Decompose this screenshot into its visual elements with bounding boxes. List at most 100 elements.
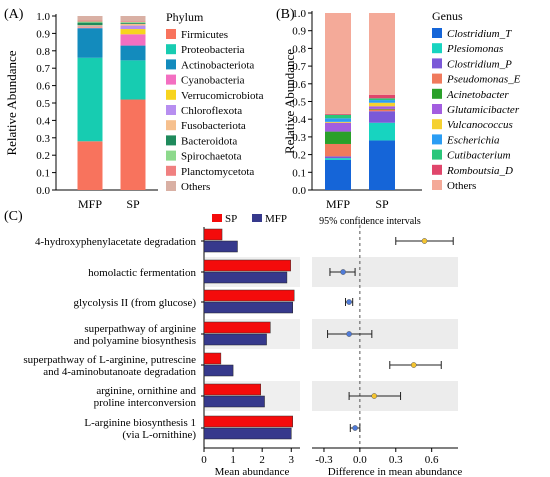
phylum-bar-segment bbox=[120, 22, 146, 23]
pathway-label: superpathway of arginine bbox=[84, 323, 196, 335]
mean-abundance-x-axis-label: Mean abundance bbox=[215, 466, 290, 477]
phylum-bar-segment bbox=[77, 26, 103, 28]
phylum-bar-segment bbox=[120, 16, 146, 22]
bar-mfp bbox=[203, 271, 288, 284]
genus-bar-segment bbox=[325, 118, 351, 122]
legend-label-sp: SP bbox=[225, 213, 237, 225]
ci-point-estimate bbox=[346, 299, 352, 305]
genus-bar-segment bbox=[325, 121, 351, 123]
phylum-y-tick-label: 0.2 bbox=[36, 150, 50, 162]
phylum-y-tick-label: 0.8 bbox=[36, 46, 50, 58]
phylum-legend-title: Phylum bbox=[166, 10, 204, 24]
panel-label-c: (C) bbox=[4, 209, 23, 224]
phylum-y-tick-label: 1.0 bbox=[36, 11, 50, 23]
genus-legend-swatch bbox=[432, 134, 442, 145]
mean-abundance-x-tick-label: 0 bbox=[201, 454, 207, 466]
phylum-y-tick-label: 0.6 bbox=[36, 81, 50, 93]
bar-sp bbox=[203, 383, 261, 396]
phylum-bar-segment bbox=[120, 22, 146, 24]
genus-bar-segment bbox=[325, 143, 351, 157]
genus-bar-segment bbox=[369, 111, 395, 123]
genus-bar-segment bbox=[369, 94, 395, 99]
genus-x-tick-label: MFP bbox=[326, 197, 350, 211]
genus-y-tick-label: 0.9 bbox=[292, 26, 306, 38]
phylum-y-tick-label: 0.9 bbox=[36, 28, 50, 40]
genus-legend-swatch bbox=[432, 164, 442, 175]
panel-label-a: (A) bbox=[4, 7, 24, 22]
bar-sp bbox=[203, 289, 295, 302]
bar-mfp bbox=[203, 427, 292, 440]
bar-mfp bbox=[203, 240, 238, 253]
panel-label-b: (B) bbox=[276, 7, 295, 22]
phylum-legend-label: Firmicutes bbox=[181, 29, 228, 41]
phylum-legend-swatch bbox=[166, 120, 176, 131]
mean-abundance-x-tick-label: 3 bbox=[289, 454, 295, 466]
phylum-bar-segment bbox=[120, 25, 146, 30]
genus-legend-swatch bbox=[432, 58, 442, 69]
phylum-legend-swatch bbox=[166, 150, 176, 161]
genus-y-tick-label: 0.2 bbox=[292, 150, 306, 162]
genus-bar-segment bbox=[369, 108, 395, 110]
phylum-bar-segment bbox=[77, 20, 103, 22]
mean-abundance-x-tick-label: 2 bbox=[259, 454, 265, 466]
pathway-label: glycolysis II (from glucose) bbox=[74, 297, 197, 309]
genus-bar-segment bbox=[325, 156, 351, 159]
phylum-legend-swatch bbox=[166, 165, 176, 176]
ci-chart-title: 95% confidence intervals bbox=[319, 216, 421, 227]
genus-y-tick-label: 0.3 bbox=[292, 132, 306, 144]
legend-swatch-sp bbox=[212, 214, 222, 222]
genus-legend-swatch bbox=[432, 43, 442, 54]
genus-bar-segment bbox=[369, 109, 395, 112]
genus-y-tick-label: 0.4 bbox=[292, 114, 306, 126]
pathway-label: proline interconversion bbox=[94, 397, 197, 409]
genus-bar-segment bbox=[325, 159, 351, 190]
genus-legend-label: Plesiomonas bbox=[446, 43, 503, 55]
ci-x-tick-label: 0.0 bbox=[353, 454, 367, 466]
phylum-bar-segment bbox=[120, 23, 146, 26]
genus-legend-swatch bbox=[432, 119, 442, 130]
genus-bar-segment bbox=[325, 113, 351, 115]
phylum-bar-segment bbox=[77, 22, 103, 26]
genus-bar-segment bbox=[369, 100, 395, 103]
phylum-y-tick-label: 0.4 bbox=[36, 115, 50, 127]
genus-y-tick-label: 0.5 bbox=[292, 97, 306, 109]
genus-y-tick-label: 0.1 bbox=[292, 167, 306, 179]
phylum-legend-swatch bbox=[166, 44, 176, 55]
ci-point-estimate bbox=[371, 393, 378, 399]
phylum-y-tick-label: 0.7 bbox=[36, 63, 50, 75]
pathway-label: (via L-ornithine) bbox=[122, 429, 196, 441]
bar-sp bbox=[203, 321, 271, 334]
genus-y-tick-label: 1.0 bbox=[292, 8, 306, 20]
phylum-bar-segment bbox=[120, 29, 146, 35]
bar-sp bbox=[203, 228, 223, 241]
genus-legend-swatch bbox=[432, 88, 442, 99]
genus-y-tick-label: 0.7 bbox=[292, 61, 306, 73]
ci-point-estimate bbox=[352, 425, 358, 431]
genus-bar-segment bbox=[369, 140, 395, 190]
phylum-legend-swatch bbox=[166, 29, 176, 39]
genus-legend-label: Others bbox=[447, 180, 476, 192]
genus-bar-segment bbox=[325, 114, 351, 119]
phylum-bar-segment bbox=[120, 45, 146, 61]
phylum-bar-segment bbox=[120, 34, 146, 46]
phylum-legend-label: Bacteroidota bbox=[181, 135, 237, 147]
ci-x-axis-label: Difference in mean abundance bbox=[328, 466, 463, 477]
genus-stacked-bar-chart: 0.0 0.1 0.2 0.3 0.4 0.5 0.6 0.7 0.8 0.9 1.0 Relativ… bbox=[282, 8, 521, 211]
genus-legend-swatch bbox=[432, 149, 442, 160]
genus-legend-label: Clostridium_T bbox=[447, 28, 512, 40]
genus-y-axis-label: Relative Abundance bbox=[282, 49, 297, 154]
phylum-bar-segment bbox=[120, 99, 146, 190]
pathway-label: homolactic fermentation bbox=[88, 267, 196, 279]
genus-legend-label: Pseudomonas_E bbox=[446, 74, 521, 86]
phylum-y-tick-label: 0.0 bbox=[36, 185, 50, 197]
phylum-bar-segment bbox=[77, 16, 103, 21]
phylum-bar-segment bbox=[120, 21, 146, 23]
ci-point-estimate bbox=[421, 238, 428, 244]
genus-legend-label: Escherichia bbox=[446, 134, 500, 146]
phylum-bar-segment bbox=[77, 25, 103, 26]
phylum-bar-segment bbox=[77, 57, 103, 142]
genus-bar-segment bbox=[369, 13, 395, 95]
genus-legend-label: Romboutsia_D bbox=[446, 165, 513, 177]
ci-x-tick-label: -0.3 bbox=[315, 454, 333, 466]
